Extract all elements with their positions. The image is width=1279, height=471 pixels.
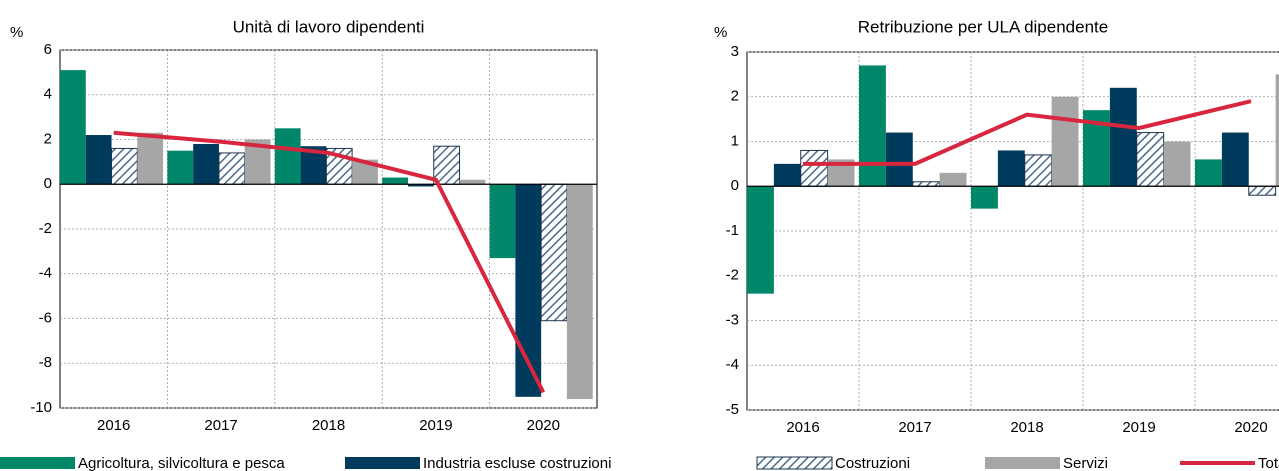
title: Unità di lavoro dipendenti [233,17,425,36]
legend-label: Agricoltura, silvicoltura e pesca [78,455,285,471]
y-tick-label: 3 [731,43,739,60]
bar [971,186,998,209]
bar [137,132,164,185]
bar [274,128,301,185]
bar [1136,132,1165,187]
line-series [113,130,546,394]
y-tick-label: 1 [731,132,739,149]
bar [433,145,461,185]
line-series [803,99,1252,166]
bar [407,184,434,187]
bar [1221,132,1249,187]
bar [193,143,219,185]
x-tick-label: 2016 [786,419,819,436]
legend-swatch [0,457,75,469]
legend-label: Totale [1258,455,1279,471]
y-tick-label: 6 [44,41,52,58]
x-tick-label: 2019 [1122,419,1155,436]
legend-label: Servizi [1063,455,1108,471]
x-tick-label: 2018 [312,417,345,434]
legend-swatch [345,457,420,469]
y-tick-label: -5 [726,401,739,418]
y-tick-label: 2 [731,88,739,105]
bar [1051,96,1079,187]
x-tick-label: 2019 [419,417,452,434]
bar [382,177,408,185]
bar [566,184,593,400]
bar [1163,141,1191,187]
bar [912,181,941,187]
y-tick-label: 4 [44,86,52,103]
y-tick-label: -6 [39,309,52,326]
bar [1275,74,1279,187]
bar [800,149,829,187]
bar [459,179,486,185]
x-tick-label: 2020 [527,417,560,434]
y-tick-label: -1 [726,222,739,239]
legend-swatch [985,457,1060,469]
title: Retribuzione per ULA dipendente [858,17,1108,36]
bar [60,70,86,185]
y-tick-label: -3 [726,311,739,328]
bar [540,183,568,322]
y-tick-label: -10 [30,399,52,416]
y-tick-label: -2 [726,267,739,284]
x-tick-label: 2020 [1234,419,1267,436]
legend-swatch [756,456,833,470]
y-tick-label: 0 [44,175,52,192]
legend-label: Costruzioni [835,455,910,471]
bar [1248,185,1277,196]
y-tick-label: -4 [726,356,739,373]
x-tick-label: 2017 [898,419,931,436]
y-tick-label: -4 [39,265,52,282]
y-tick-label: 2 [44,130,52,147]
y-unit: % [714,24,727,41]
bar [1195,159,1222,187]
bar [939,172,967,187]
x-tick-label: 2016 [97,417,130,434]
bar [859,65,886,187]
x-tick-label: 2018 [1010,419,1043,436]
y-tick-label: 0 [731,177,739,194]
y-unit: % [10,24,23,41]
y-tick-label: -2 [39,220,52,237]
bar [747,186,774,294]
bar [997,150,1025,187]
bar [489,184,516,259]
x-tick-label: 2017 [204,417,237,434]
bar [1024,154,1053,187]
bar [773,163,801,187]
bar [885,132,913,187]
bar [85,135,112,185]
legend-label: Industria escluse costruzioni [423,455,611,471]
bar [1109,87,1137,187]
bar [167,150,194,185]
bar [111,147,138,185]
y-tick-label: -8 [39,354,52,371]
bar [218,152,246,185]
